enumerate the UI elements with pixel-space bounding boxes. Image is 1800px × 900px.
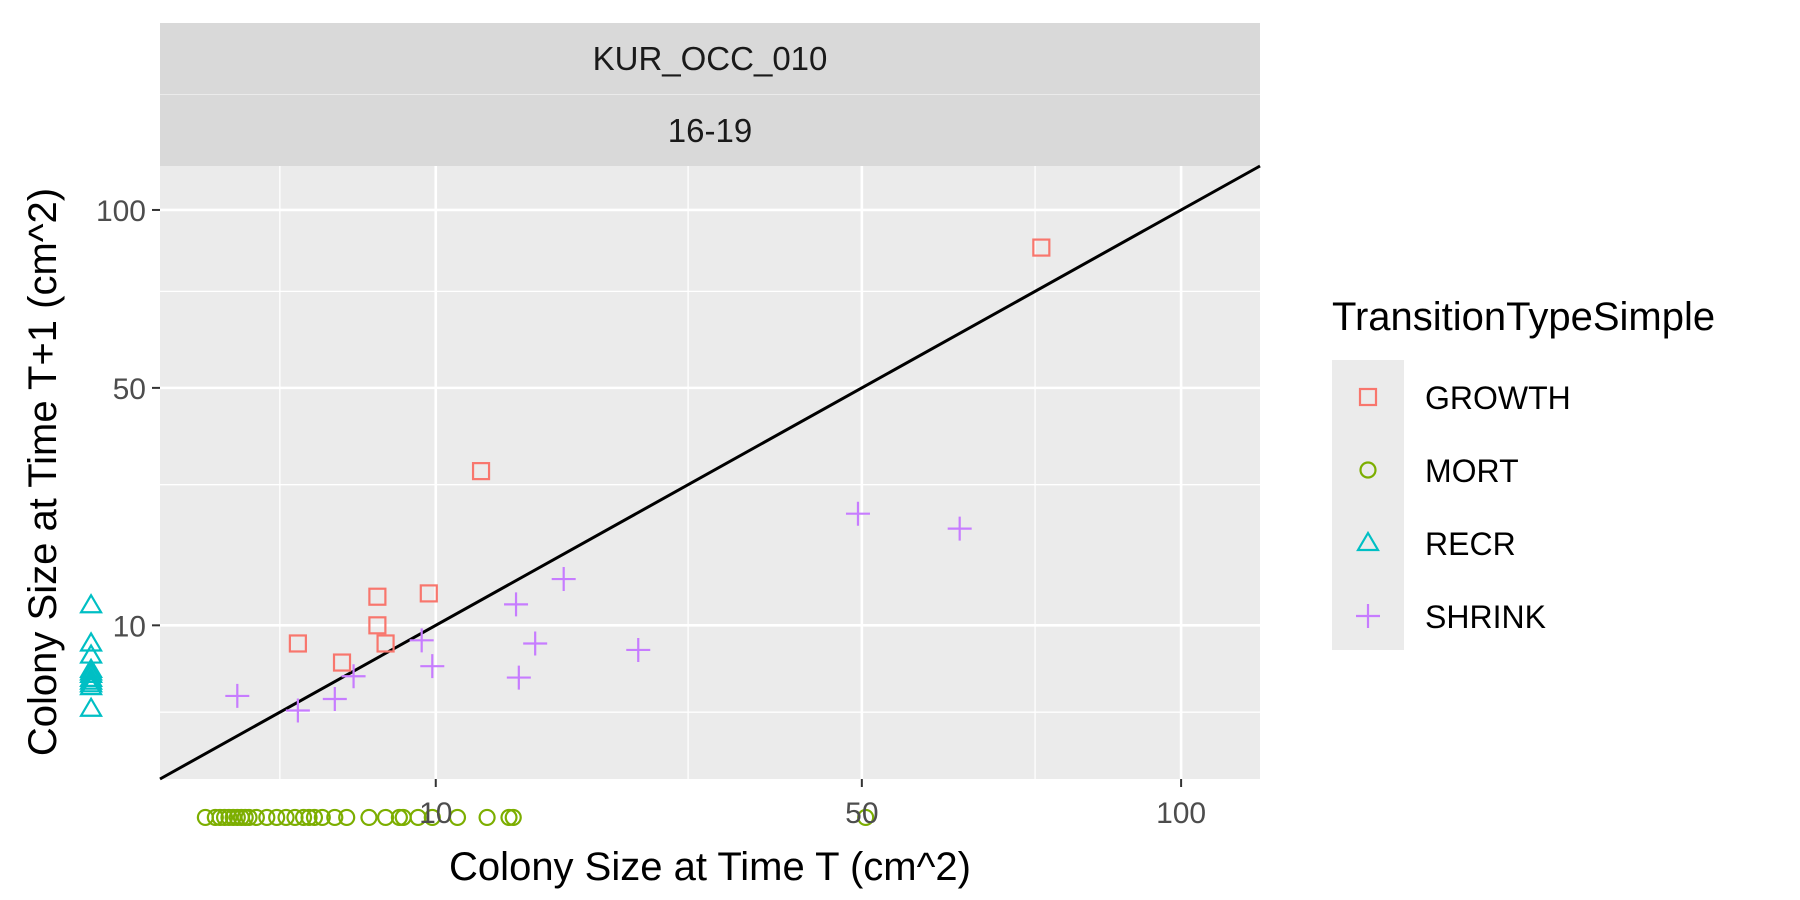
y-axis: 10 50 100	[96, 195, 160, 643]
mort-point	[360, 808, 378, 827]
shrink-point	[409, 628, 434, 653]
legend-label-recr: RECR	[1425, 526, 1516, 562]
mort-point	[504, 808, 522, 827]
growth-point	[288, 634, 307, 653]
legend-label-shrink: SHRINK	[1425, 599, 1546, 635]
shrink-point	[551, 567, 576, 592]
mort-point	[206, 808, 224, 827]
growth-point	[332, 653, 352, 672]
recr-point	[79, 666, 103, 687]
growth-point	[419, 584, 438, 603]
shrink-point	[504, 592, 529, 617]
mort-point	[500, 808, 518, 827]
shrink-point	[341, 664, 366, 689]
y-axis-title: Colony Size at Time T+1 (cm^2)	[21, 188, 65, 756]
shrink-point	[420, 654, 445, 679]
legend-label-growth: GROWTH	[1425, 380, 1571, 416]
legend-label-mort: MORT	[1425, 453, 1519, 489]
recr-point	[79, 631, 103, 652]
shrink-point	[845, 501, 870, 526]
legend-key-mort	[1359, 461, 1377, 479]
facet-strip-bottom-label: 16-19	[668, 112, 752, 149]
mort-point	[338, 808, 356, 827]
legend: GROWTH MORT RECR SHRINK	[1356, 380, 1571, 635]
x-tick-label: 100	[1156, 797, 1206, 830]
gridlines	[160, 166, 1260, 779]
x-tick-label: 10	[419, 797, 452, 830]
x-tick-label: 50	[845, 797, 878, 830]
facet-strip-top	[160, 23, 1260, 94]
shrink-point	[225, 683, 250, 708]
recr-point	[79, 660, 103, 681]
y-tick-label: 50	[113, 373, 146, 406]
mort-point	[326, 808, 344, 827]
recr-point	[79, 669, 103, 690]
mort-point	[305, 808, 324, 827]
recr-point	[79, 696, 103, 717]
recr-point	[79, 593, 103, 614]
growth-point	[368, 587, 387, 606]
growth-point	[471, 462, 491, 481]
y-tick-label: 10	[113, 610, 146, 643]
legend-key-recr	[1356, 530, 1380, 552]
mort-point	[258, 808, 276, 827]
mort-point	[376, 808, 395, 827]
mort-point	[423, 808, 441, 827]
recr-point	[79, 672, 103, 693]
mort-point	[211, 808, 229, 827]
legend-key-growth	[1358, 387, 1378, 407]
mort-point	[300, 808, 318, 827]
mort-point	[220, 808, 238, 827]
mort-point	[277, 808, 295, 827]
shrink-point	[947, 516, 972, 541]
mort-point	[215, 808, 234, 827]
mort-point	[448, 808, 467, 827]
shrink-point	[523, 631, 548, 656]
legend-key-shrink	[1356, 604, 1380, 628]
mort-point	[268, 808, 286, 827]
data-points	[79, 238, 1051, 827]
shrink-point	[322, 687, 347, 712]
legend-key-background	[1332, 360, 1404, 650]
x-axis-title: Colony Size at Time T (cm^2)	[449, 845, 971, 889]
facet-strip-bottom	[160, 95, 1260, 166]
mort-point	[294, 808, 313, 827]
shrink-point	[506, 665, 531, 690]
mort-point	[478, 808, 496, 827]
growth-point	[368, 616, 387, 635]
shrink-point	[285, 698, 310, 723]
mort-point	[247, 808, 265, 827]
mort-point	[313, 808, 331, 827]
growth-point	[1032, 238, 1051, 257]
facet-strip-top-label: KUR_OCC_010	[593, 40, 828, 77]
shrink-point	[626, 637, 651, 662]
recr-point	[79, 662, 103, 684]
mort-point	[240, 808, 258, 827]
recr-point	[79, 674, 103, 696]
legend-title: TransitionTypeSimple	[1332, 295, 1715, 339]
y-tick-label: 100	[96, 195, 146, 228]
x-axis: 10 50 100	[419, 779, 1206, 830]
growth-point	[376, 634, 395, 653]
mort-point	[857, 808, 875, 827]
